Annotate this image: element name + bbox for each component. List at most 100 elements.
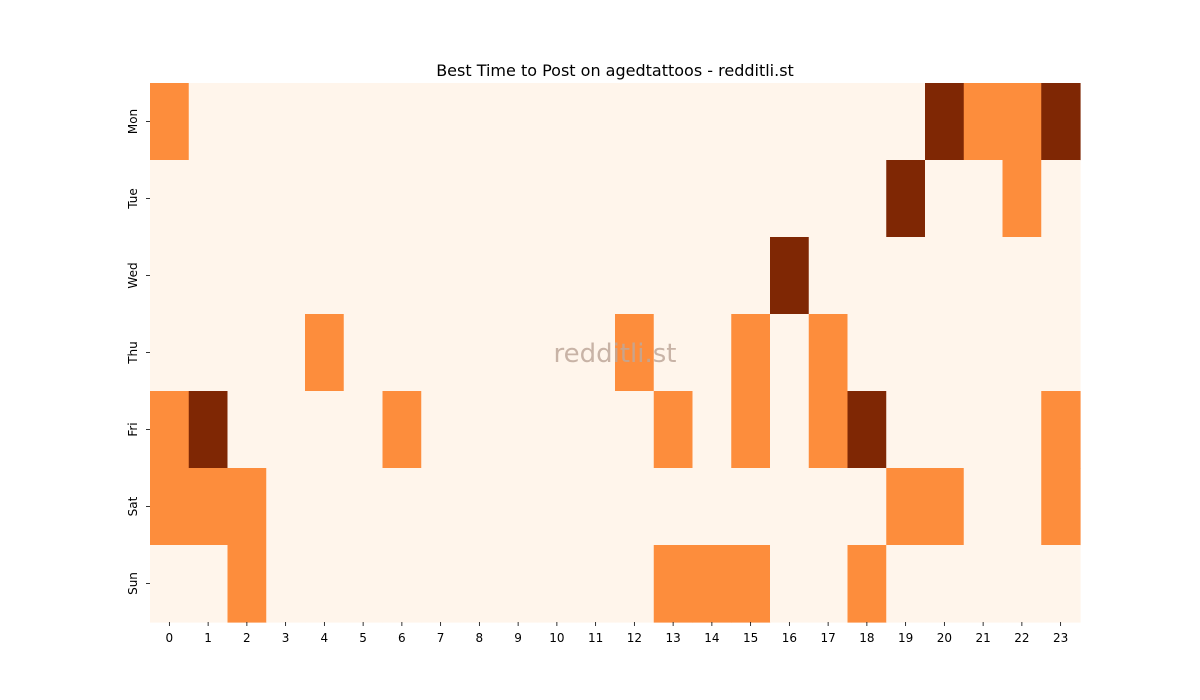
heatmap-cell-sun-2: [227, 545, 267, 623]
y-tick-label-wed: Wed: [126, 262, 140, 288]
heatmap-cell-fri-15: [731, 391, 771, 469]
x-tick-label-12: 12: [627, 631, 642, 645]
x-tick-label-20: 20: [937, 631, 952, 645]
heatmap-cell-tue-10: [537, 160, 577, 238]
heatmap-cell-fri-12: [615, 391, 655, 469]
heatmap-cell-sat-23: [1041, 468, 1081, 546]
heatmap-cell-fri-20: [925, 391, 965, 469]
x-tick-label-6: 6: [398, 631, 406, 645]
heatmap-cell-fri-4: [305, 391, 345, 469]
heatmap-cell-wed-20: [925, 237, 965, 315]
heatmap-cell-sat-14: [692, 468, 732, 546]
heatmap-cell-wed-18: [847, 237, 887, 315]
heatmap-cell-sun-6: [382, 545, 422, 623]
heatmap-cell-wed-16: [770, 237, 810, 315]
heatmap-cell-thu-4: [305, 314, 345, 392]
heatmap-cell-tue-0: [150, 160, 190, 238]
heatmap-cell-sun-5: [343, 545, 384, 623]
heatmap-cell-sat-7: [421, 468, 461, 546]
x-tick-label-2: 2: [243, 631, 251, 645]
heatmap-cell-sat-19: [886, 468, 926, 546]
heatmap-cell-wed-17: [808, 237, 849, 315]
heatmap-cell-sat-22: [1002, 468, 1042, 546]
heatmap-cell-mon-13: [653, 83, 694, 161]
heatmap-cell-wed-21: [963, 237, 1004, 315]
heatmap-cell-wed-14: [692, 237, 732, 315]
heatmap-cell-mon-5: [343, 83, 384, 161]
heatmap-cell-sat-8: [460, 468, 500, 546]
heatmap-cell-tue-8: [460, 160, 500, 238]
heatmap-cell-sat-18: [847, 468, 887, 546]
heatmap-cell-tue-3: [266, 160, 306, 238]
heatmap-cell-fri-10: [537, 391, 577, 469]
heatmap-cell-fri-19: [886, 391, 926, 469]
heatmap-cell-wed-19: [886, 237, 926, 315]
heatmap-cell-sun-13: [653, 545, 694, 623]
x-tick-label-3: 3: [282, 631, 290, 645]
heatmap-cell-mon-9: [498, 83, 539, 161]
heatmap-cell-sun-12: [615, 545, 655, 623]
heatmap-cell-mon-23: [1041, 83, 1081, 161]
heatmap-cell-sun-14: [692, 545, 732, 623]
heatmap-cell-wed-3: [266, 237, 306, 315]
heatmap-cell-mon-14: [692, 83, 732, 161]
x-tick-label-13: 13: [665, 631, 680, 645]
heatmap-cell-sun-10: [537, 545, 577, 623]
x-tick-label-21: 21: [975, 631, 990, 645]
x-tick-label-16: 16: [782, 631, 797, 645]
heatmap-cell-thu-21: [963, 314, 1004, 392]
heatmap-cell-sat-13: [653, 468, 694, 546]
heatmap-cell-mon-17: [808, 83, 849, 161]
heatmap-cell-mon-12: [615, 83, 655, 161]
heatmap-cell-fri-0: [150, 391, 190, 469]
heatmap-cell-mon-6: [382, 83, 422, 161]
heatmap-cell-wed-5: [343, 237, 384, 315]
heatmap-cell-tue-15: [731, 160, 771, 238]
heatmap-cell-wed-6: [382, 237, 422, 315]
x-tick-label-9: 9: [514, 631, 522, 645]
heatmap-cell-sun-0: [150, 545, 190, 623]
heatmap-cell-tue-23: [1041, 160, 1081, 238]
x-tick-label-4: 4: [321, 631, 329, 645]
heatmap-cell-sun-16: [770, 545, 810, 623]
heatmap-cell-sat-6: [382, 468, 422, 546]
heatmap-cell-tue-2: [227, 160, 267, 238]
heatmap-cell-sat-3: [266, 468, 306, 546]
heatmap-cell-sun-20: [925, 545, 965, 623]
heatmap-cell-thu-20: [925, 314, 965, 392]
heatmap-cell-thu-17: [808, 314, 849, 392]
heatmap-cell-fri-2: [227, 391, 267, 469]
heatmap-cell-fri-8: [460, 391, 500, 469]
heatmap-cell-fri-13: [653, 391, 694, 469]
heatmap-cells: [150, 83, 1081, 623]
heatmap-cell-fri-3: [266, 391, 306, 469]
heatmap-cell-thu-18: [847, 314, 887, 392]
heatmap-cell-thu-14: [692, 314, 732, 392]
heatmap-cell-sun-23: [1041, 545, 1081, 623]
heatmap-cell-wed-8: [460, 237, 500, 315]
heatmap-cell-sat-21: [963, 468, 1004, 546]
heatmap-cell-tue-11: [576, 160, 616, 238]
heatmap-cell-sun-21: [963, 545, 1004, 623]
heatmap-cell-sun-22: [1002, 545, 1042, 623]
heatmap-cell-thu-19: [886, 314, 926, 392]
heatmap-cell-fri-11: [576, 391, 616, 469]
x-tick-label-22: 22: [1014, 631, 1029, 645]
heatmap-cell-sun-9: [498, 545, 539, 623]
heatmap-cell-wed-1: [188, 237, 229, 315]
heatmap-cell-thu-3: [266, 314, 306, 392]
heatmap-cell-tue-17: [808, 160, 849, 238]
heatmap-cell-fri-23: [1041, 391, 1081, 469]
heatmap-cell-thu-15: [731, 314, 771, 392]
heatmap-cell-mon-22: [1002, 83, 1042, 161]
y-tick-label-sun: Sun: [126, 572, 140, 595]
heatmap-cell-sun-18: [847, 545, 887, 623]
heatmap-cell-thu-6: [382, 314, 422, 392]
heatmap-cell-sun-17: [808, 545, 849, 623]
heatmap-cell-thu-9: [498, 314, 539, 392]
heatmap-cell-fri-22: [1002, 391, 1042, 469]
heatmap-cell-sat-1: [188, 468, 229, 546]
heatmap-cell-thu-1: [188, 314, 229, 392]
heatmap-cell-sat-4: [305, 468, 345, 546]
